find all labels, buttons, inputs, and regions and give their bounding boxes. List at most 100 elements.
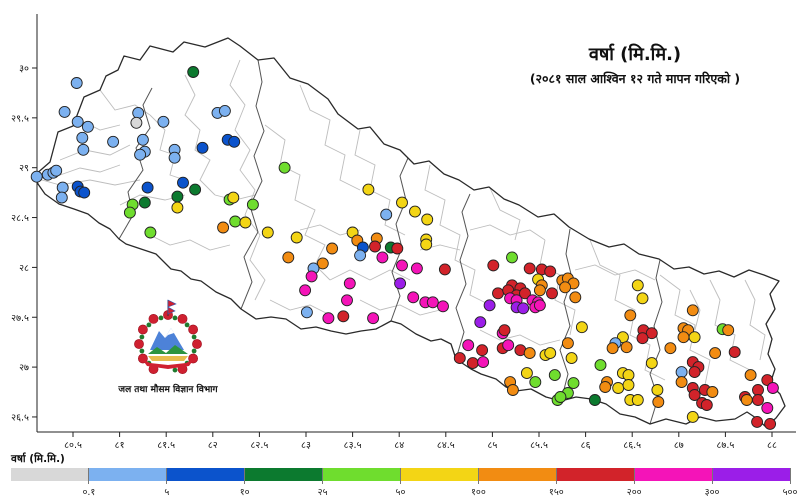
x-tick-label: ८३.५ xyxy=(344,440,362,450)
station-dot xyxy=(622,379,635,391)
district-boundary xyxy=(424,164,491,306)
colorbar-boundary-tick xyxy=(555,468,557,484)
station-dot xyxy=(752,384,764,396)
station-dot xyxy=(677,331,690,344)
station-dot xyxy=(196,141,209,154)
station-dot xyxy=(138,196,151,209)
station-dot xyxy=(544,265,557,278)
wreath-flower xyxy=(188,324,198,335)
emblem-snowcap xyxy=(165,328,174,338)
station-dot xyxy=(474,316,487,329)
x-tick-label: ८७ xyxy=(674,440,684,450)
station-dot xyxy=(123,206,136,219)
station-dot xyxy=(132,106,145,119)
station-dot xyxy=(567,377,580,390)
station-dot xyxy=(462,339,475,352)
station-dot xyxy=(506,251,518,264)
colorbar-boundary-tick xyxy=(477,468,479,484)
station-dot xyxy=(278,161,291,174)
wreath-flower xyxy=(137,324,148,335)
station-dot xyxy=(394,277,407,290)
station-dot xyxy=(239,216,252,229)
station-dot xyxy=(636,332,649,345)
district-boundary xyxy=(359,299,441,316)
wreath-leaf xyxy=(139,348,145,354)
station-dot xyxy=(645,357,658,370)
station-dot xyxy=(523,347,536,360)
station-dot xyxy=(559,281,572,294)
station-dot xyxy=(55,191,68,204)
station-dot xyxy=(290,231,303,244)
station-dot xyxy=(675,366,688,379)
station-dot xyxy=(523,262,536,275)
emblem-mountains xyxy=(150,328,184,350)
station-dot xyxy=(688,389,701,401)
station-dot xyxy=(740,394,753,406)
x-tick-label: ८१.५ xyxy=(157,440,175,450)
station-dot xyxy=(675,376,688,389)
station-dot xyxy=(651,384,664,396)
station-dot xyxy=(409,205,421,218)
wreath-flower xyxy=(192,339,202,349)
wreath-leaf xyxy=(191,348,197,354)
station-dot xyxy=(217,221,230,234)
x-tick-label: ८१ xyxy=(115,440,125,450)
station-dot xyxy=(517,302,530,315)
y-tick-label: २९ xyxy=(19,163,29,174)
station-dot xyxy=(569,291,582,304)
colorbar-tick-label: ०.१ xyxy=(82,487,96,498)
station-dot xyxy=(766,382,779,394)
wreath-flower xyxy=(177,313,188,324)
district-boundary xyxy=(299,84,361,191)
station-dot xyxy=(421,213,434,226)
station-dot xyxy=(229,215,242,228)
wreath-leaf xyxy=(172,315,178,321)
colorbar-boundary-tick xyxy=(166,468,168,484)
station-dot xyxy=(261,226,274,239)
station-dot xyxy=(437,300,449,313)
wreath-leaf xyxy=(184,322,190,328)
x-tick-label: ८५ xyxy=(487,440,497,450)
x-tick-label: ८२ xyxy=(208,440,218,450)
colorbar-segment xyxy=(478,468,557,481)
station-dot xyxy=(136,133,149,146)
station-dot xyxy=(337,310,350,323)
station-dot xyxy=(554,391,567,403)
station-dot xyxy=(322,312,335,325)
x-tick-label: ८२.५ xyxy=(250,440,268,450)
colorbar-boundary-tick xyxy=(789,468,791,484)
station-dot xyxy=(81,120,94,133)
colorbar-label: वर्षा (मि.मि.) xyxy=(11,453,65,465)
colorbar-boundary-tick xyxy=(322,468,324,484)
station-dot xyxy=(506,384,519,396)
colorbar-wrap: ०.१ ५ १० २५ ५० १०० १५० २०० ३०० ५०० xyxy=(11,468,797,500)
station-dot xyxy=(77,143,90,156)
wreath-leaf xyxy=(146,322,152,328)
station-dot xyxy=(367,312,380,325)
colorbar-segment xyxy=(322,468,401,481)
station-dot xyxy=(624,309,637,322)
station-dot xyxy=(50,164,63,177)
station-dot xyxy=(645,327,658,340)
nepal-station-map: ३० २९.५ २९ २८.५ २८ २७.५ २७ २६.५ ८०.५ ८१ ८१.५ ८२ ८२.५… xyxy=(11,14,796,450)
district-boundary xyxy=(574,264,656,281)
province-boundary xyxy=(390,157,409,322)
station-dot xyxy=(722,324,735,337)
station-dot xyxy=(519,287,531,300)
station-dot xyxy=(71,115,84,128)
emblem-ribbon xyxy=(142,359,194,369)
station-dot xyxy=(544,347,557,360)
station-dot xyxy=(369,240,381,253)
station-dot xyxy=(588,394,601,406)
station-dot xyxy=(575,321,588,334)
station-dot xyxy=(466,357,479,370)
colorbar-tick-label: ५०० xyxy=(782,487,798,498)
station-dot xyxy=(688,331,701,344)
station-dot xyxy=(70,77,83,89)
colorbar xyxy=(11,468,791,481)
wreath-leaf xyxy=(172,367,178,373)
station-dot xyxy=(282,251,295,264)
nepal-outline-map xyxy=(34,37,786,428)
station-dot xyxy=(498,324,511,337)
